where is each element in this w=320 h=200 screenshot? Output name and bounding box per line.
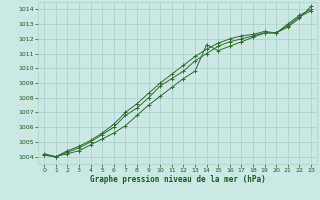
X-axis label: Graphe pression niveau de la mer (hPa): Graphe pression niveau de la mer (hPa)	[90, 175, 266, 184]
